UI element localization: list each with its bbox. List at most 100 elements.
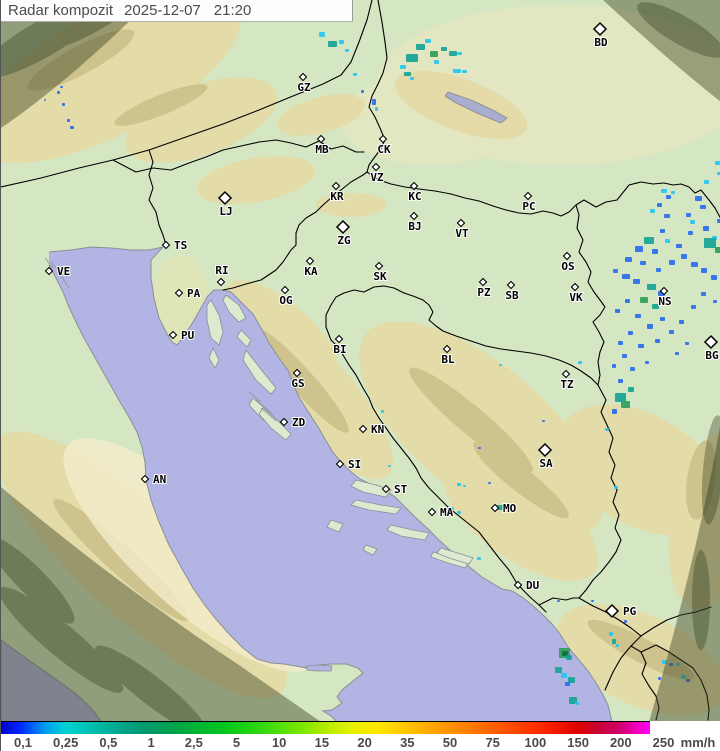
rain-cell bbox=[457, 52, 462, 55]
rain-cell bbox=[688, 231, 693, 235]
lake-balaton bbox=[444, 91, 508, 124]
rain-cell bbox=[375, 107, 378, 111]
range-mask-top-left bbox=[1, 0, 151, 128]
legend-threshold-20: 20 bbox=[357, 735, 372, 750]
rain-cell bbox=[328, 41, 337, 47]
rain-cell bbox=[700, 205, 706, 209]
city-KN: KN bbox=[358, 422, 385, 437]
city-marker-MA bbox=[427, 507, 437, 517]
border-italy-slovenia bbox=[148, 149, 167, 246]
rain-cell bbox=[339, 40, 344, 44]
city-SI: SI bbox=[335, 457, 362, 472]
rain-cell bbox=[669, 663, 673, 666]
range-mask-top-right bbox=[603, 0, 720, 102]
adriatic-islands bbox=[206, 294, 474, 569]
city-PA: PA bbox=[174, 286, 202, 301]
rain-cell bbox=[400, 65, 406, 69]
legend-threshold-0,25: 0,25 bbox=[53, 735, 79, 750]
city-MO: MO bbox=[490, 501, 518, 516]
city-marker-GZ bbox=[298, 72, 308, 82]
city-marker-DU bbox=[513, 580, 523, 590]
rain-cell bbox=[656, 268, 661, 272]
rain-cell bbox=[679, 320, 684, 324]
city-SB: SB bbox=[504, 280, 520, 303]
legend-gradient-bar bbox=[1, 721, 650, 734]
city-BJ: BJ bbox=[407, 211, 423, 234]
city-marker-KC bbox=[409, 181, 419, 191]
rain-cell bbox=[701, 292, 706, 296]
city-marker-VZ bbox=[371, 162, 381, 172]
rain-cell bbox=[372, 99, 376, 105]
rain-cell bbox=[62, 103, 65, 106]
city-label-TS: TS bbox=[174, 239, 187, 252]
rain-cell bbox=[410, 77, 414, 80]
city-label-BD: BD bbox=[594, 36, 608, 49]
legend-threshold-250: 250 bbox=[652, 735, 675, 750]
city-marker-ZG bbox=[335, 219, 351, 235]
rain-cell bbox=[621, 401, 630, 408]
city-label-DU: DU bbox=[526, 579, 540, 592]
rain-cell bbox=[568, 677, 575, 683]
range-mask-bottom-left bbox=[1, 487, 321, 722]
rain-cell bbox=[67, 119, 70, 122]
city-RI: RI bbox=[214, 263, 230, 287]
city-label-VE: VE bbox=[57, 265, 70, 278]
rain-cell bbox=[647, 284, 656, 290]
city-label-ZD: ZD bbox=[292, 416, 306, 429]
rain-cell bbox=[457, 511, 461, 514]
rain-cell bbox=[686, 679, 690, 682]
city-OG: OG bbox=[278, 285, 294, 308]
rain-cell bbox=[681, 675, 686, 679]
rain-cell bbox=[658, 677, 661, 680]
rain-cell bbox=[661, 189, 667, 193]
border-montenegro-albania bbox=[604, 635, 660, 721]
city-label-OS: OS bbox=[561, 260, 574, 273]
rain-cell bbox=[711, 275, 717, 280]
city-marker-TZ bbox=[561, 369, 571, 379]
city-marker-TS bbox=[161, 240, 171, 250]
rain-cell bbox=[612, 409, 617, 414]
border-kosovo-albania-macedonia bbox=[640, 644, 710, 721]
rain-cell bbox=[640, 297, 648, 303]
city-label-SA: SA bbox=[539, 457, 553, 470]
city-marker-SA bbox=[537, 442, 553, 458]
rain-cell bbox=[616, 644, 619, 647]
rain-cell bbox=[652, 304, 659, 309]
city-marker-KN bbox=[358, 424, 368, 434]
city-label-PG: PG bbox=[623, 605, 637, 618]
rain-cell bbox=[635, 246, 643, 252]
intensity-legend: 0,1 0,25 0,5 1 2,5 5 10 15 20 35 50 75 100 150 200 250 m… bbox=[1, 721, 720, 751]
rain-cell bbox=[612, 639, 616, 644]
legend-threshold-100: 100 bbox=[524, 735, 547, 750]
city-label-TZ: TZ bbox=[560, 378, 574, 391]
rain-cell bbox=[675, 352, 679, 355]
rain-cell bbox=[609, 632, 613, 636]
city-marker-SB bbox=[506, 280, 516, 290]
city-label-PA: PA bbox=[187, 287, 201, 300]
city-marker-PU bbox=[168, 330, 178, 340]
city-marker-LJ bbox=[217, 190, 233, 206]
city-label-PU: PU bbox=[181, 329, 195, 342]
city-label-BL: BL bbox=[441, 353, 455, 366]
rain-cell bbox=[542, 420, 545, 422]
rain-cell bbox=[681, 254, 687, 259]
rain-cell bbox=[628, 387, 634, 392]
title-bar: Radar kompozit 2025-12-07 21:20 bbox=[1, 0, 353, 22]
rain-cell bbox=[660, 229, 665, 233]
rain-cell bbox=[353, 73, 357, 76]
city-ZD: ZD bbox=[279, 415, 307, 430]
rain-cell bbox=[462, 70, 467, 73]
legend-threshold-50: 50 bbox=[442, 735, 458, 750]
rain-cell bbox=[575, 702, 579, 705]
city-marker-MB bbox=[316, 134, 326, 144]
city-TZ: TZ bbox=[559, 369, 575, 392]
rain-cell bbox=[477, 557, 481, 560]
legend-threshold-75: 75 bbox=[485, 735, 500, 750]
city-marker-KA bbox=[305, 256, 315, 266]
city-label-MA: MA bbox=[440, 506, 454, 519]
rain-cell bbox=[715, 161, 720, 165]
city-label-MB: MB bbox=[315, 143, 329, 156]
rain-cell bbox=[704, 180, 709, 184]
city-label-AN: AN bbox=[153, 473, 166, 486]
city-marker-CK bbox=[378, 134, 388, 144]
